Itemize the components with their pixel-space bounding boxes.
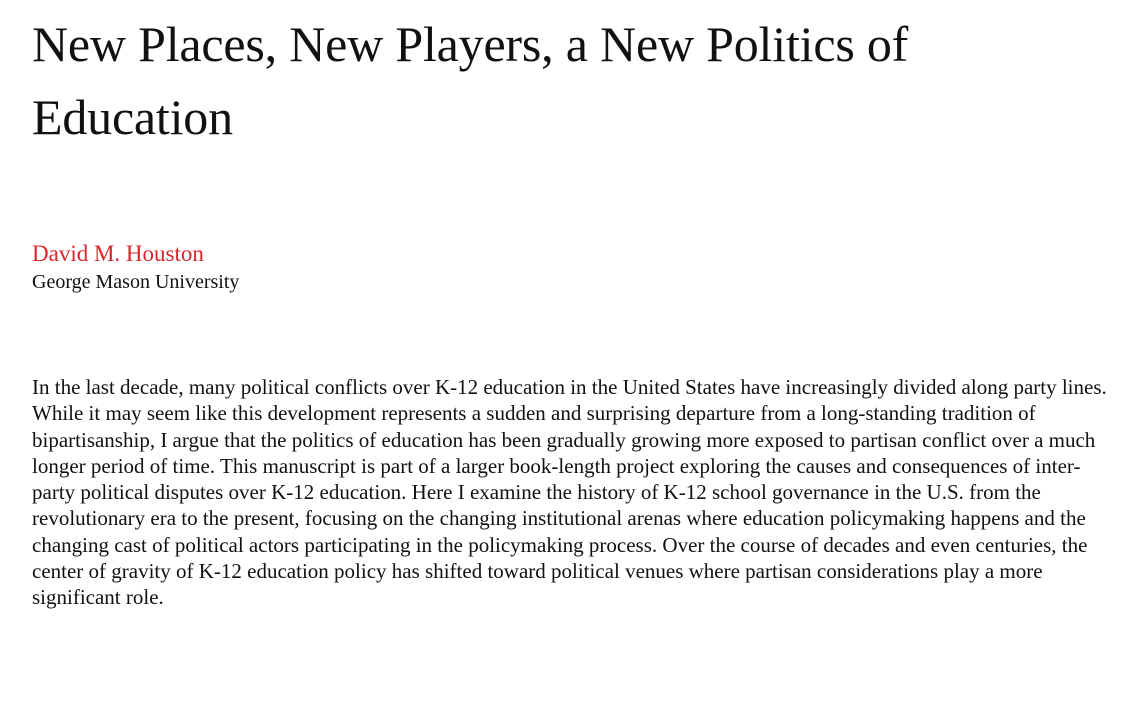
- paper-title: New Places, New Players, a New Politics …: [32, 16, 909, 145]
- paper-page: New Places, New Players, a New Politics …: [0, 8, 1144, 611]
- abstract: In the last decade, many political confl…: [32, 375, 1107, 610]
- author-name: David M. Houston: [32, 241, 204, 266]
- author-affiliation: George Mason University: [32, 271, 240, 293]
